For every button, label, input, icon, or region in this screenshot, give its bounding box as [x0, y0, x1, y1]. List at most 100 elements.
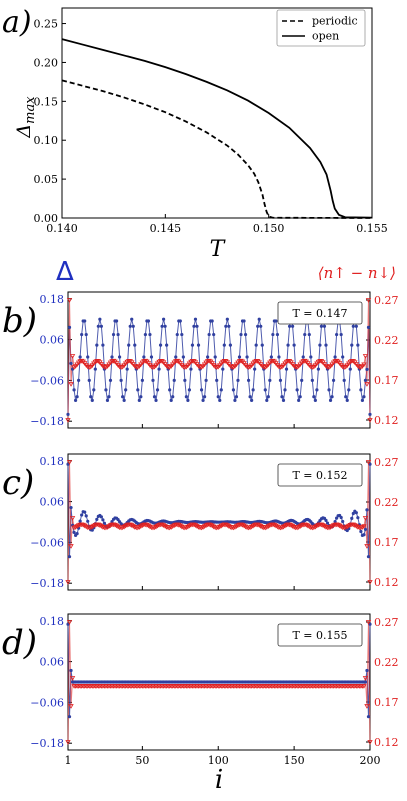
left-y-tick-label: 0.06: [40, 496, 65, 509]
magnetization-point: [148, 364, 155, 370]
delta-point: [114, 319, 119, 323]
delta-point: [75, 395, 79, 399]
magnetization-point: [270, 358, 276, 364]
delta-point: [121, 395, 125, 399]
magnetization-point: [206, 358, 212, 364]
delta-point: [271, 332, 275, 337]
delta-point: [131, 324, 135, 328]
delta-point: [251, 388, 255, 392]
delta-point: [69, 506, 73, 510]
delta-point: [146, 319, 151, 323]
left-y-tick-label: 0.06: [40, 334, 65, 347]
y-tick-label: 0.05: [34, 173, 59, 186]
y-tick-label: 0.25: [34, 18, 59, 31]
left-y-tick-label: −0.18: [30, 415, 64, 428]
delta-point: [260, 343, 264, 347]
delta-point: [110, 520, 114, 524]
magnetization-point: [227, 525, 234, 530]
panel-label: b): [2, 301, 37, 341]
series-line-periodic: [61, 79, 373, 219]
magnetization-point: [344, 363, 350, 369]
delta-point: [160, 324, 164, 328]
magnetization-point: [327, 364, 334, 369]
delta-point: [327, 388, 331, 392]
delta-point: [333, 519, 337, 524]
magnetization-point: [302, 358, 308, 364]
delta-point: [350, 516, 354, 521]
delta-point: [265, 398, 269, 402]
panel-a: 0.140 0.145 0.150 0.155 0.00 0.05 0.10 0.15 0.20…: [2, 5, 388, 262]
magnetization-point: [280, 363, 287, 369]
magnetization-point: [185, 363, 191, 369]
delta-point: [292, 343, 296, 347]
delta-point: [324, 343, 328, 347]
delta-point: [277, 355, 281, 359]
x-axis-label: i: [215, 765, 223, 795]
x-tick-label: 0.155: [356, 222, 388, 235]
delta-point: [341, 519, 345, 524]
delta-point: [356, 343, 360, 347]
delta-point: [69, 668, 73, 673]
right-axis-label: ⟨n↑ − n↓⟩: [318, 264, 396, 282]
panel-label: c): [2, 463, 34, 503]
delta-point: [181, 355, 185, 359]
panel-c: 0.18 0.06 −0.06 −0.18 0.27 0.22 0.17 0.12 T = 0.…: [2, 453, 399, 591]
delta-point: [307, 332, 311, 337]
delta-point: [75, 532, 79, 536]
magnetization-point: [361, 684, 367, 689]
magnetization-point: [297, 362, 303, 368]
delta-point: [356, 516, 360, 520]
magnetization-point: [365, 298, 372, 303]
delta-point: [111, 332, 116, 337]
delta-point: [174, 355, 178, 359]
delta-point: [246, 378, 251, 382]
delta-point: [163, 324, 167, 328]
right-y-tick-label: 0.17: [374, 374, 399, 387]
magnetization-point: [72, 364, 79, 369]
delta-point: [301, 355, 305, 359]
delta-point: [168, 388, 172, 392]
delta-point: [154, 398, 158, 402]
delta-point: [186, 398, 190, 402]
delta-point: [90, 398, 94, 402]
delta-point: [359, 388, 363, 392]
delta-point: [92, 388, 96, 392]
delta-point: [78, 355, 82, 359]
delta-point: [189, 367, 193, 371]
delta-point: [119, 378, 123, 382]
left-y-tick-label: −0.06: [30, 696, 64, 709]
magnetization-point: [367, 418, 373, 423]
magnetization-point: [127, 359, 133, 364]
delta-point: [237, 355, 242, 359]
delta-point: [315, 388, 319, 392]
delta-point: [72, 388, 76, 392]
delta-point: [215, 378, 219, 382]
delta-point: [78, 519, 82, 523]
x-tick-label: 1: [65, 754, 72, 767]
delta-point: [335, 332, 339, 337]
delta-point: [95, 343, 99, 347]
panel-d: 0.18 0.06 −0.06 −0.18 0.27 0.22 0.17 0.12 T = 0.…: [2, 613, 399, 795]
delta-point: [283, 388, 287, 392]
delta-point: [169, 398, 173, 402]
delta-point: [274, 319, 278, 323]
delta-point: [322, 324, 327, 328]
magnetization-point: [259, 525, 265, 530]
magnetization-point: [367, 580, 373, 585]
magnetization-point: [238, 358, 244, 364]
delta-point: [363, 680, 368, 684]
delta-point: [231, 388, 236, 392]
right-y-tick-label: 0.17: [374, 696, 399, 709]
delta-point: [212, 332, 216, 337]
delta-point: [368, 412, 372, 416]
x-tick-label: 150: [284, 754, 305, 767]
delta-point: [96, 324, 100, 328]
delta-point: [190, 343, 195, 347]
delta-point: [275, 332, 280, 337]
delta-point: [195, 324, 199, 328]
delta-point: [266, 395, 270, 399]
delta-point: [363, 527, 368, 532]
delta-point: [69, 361, 73, 366]
right-y-tick-label: 0.27: [374, 616, 399, 629]
plot-frame: [67, 291, 371, 429]
